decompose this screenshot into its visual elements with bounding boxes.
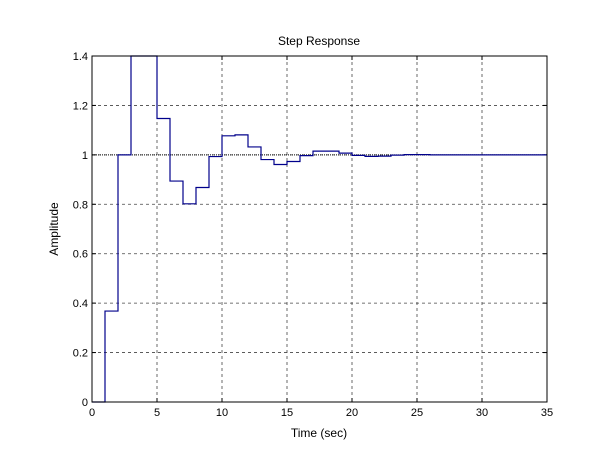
y-tick-label: 1.2 [73, 100, 88, 112]
x-tick-labels: 0 5 10 15 20 25 30 35 [89, 407, 553, 419]
x-tick-label: 10 [216, 407, 228, 419]
y-tick-label: 0.8 [73, 199, 88, 211]
y-tick-label: 0.2 [73, 348, 88, 360]
x-axis-label: Time (sec) [291, 426, 347, 440]
y-tick-label: 1.4 [73, 51, 88, 63]
x-tick-label: 0 [89, 407, 95, 419]
x-tick-label: 35 [541, 407, 553, 419]
step-response-line [92, 55, 547, 403]
y-tick-label: 0 [82, 397, 88, 409]
y-axis-label: Amplitude [47, 202, 61, 256]
x-tick-label: 20 [346, 407, 358, 419]
y-tick-label: 0.6 [73, 249, 88, 261]
x-tick-label: 15 [281, 407, 293, 419]
y-tick-label: 0.4 [73, 298, 88, 310]
x-tick-label: 30 [476, 407, 488, 419]
x-tick-label: 5 [154, 407, 160, 419]
y-tick-labels: 0 0.2 0.4 0.6 0.8 1 1.2 1.4 [73, 51, 88, 409]
plot-frame [91, 55, 548, 403]
y-tick-label: 1 [82, 150, 88, 162]
x-tick-label: 25 [411, 407, 423, 419]
plot-background [92, 56, 547, 402]
chart-title: Step Response [278, 34, 360, 48]
